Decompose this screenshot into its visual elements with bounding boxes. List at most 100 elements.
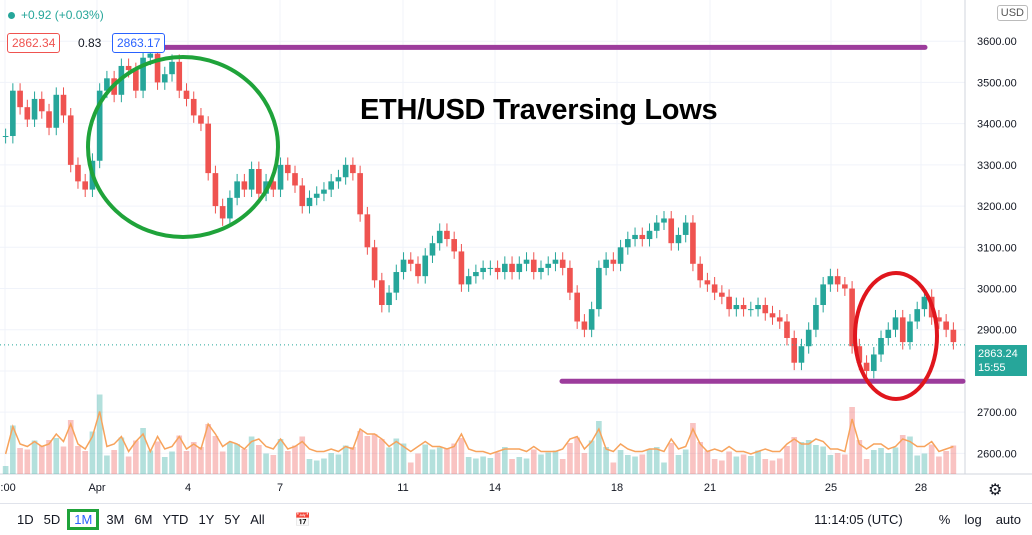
percent-toggle[interactable]: % (938, 512, 951, 527)
volume-bar (67, 420, 74, 474)
candle (248, 168, 255, 190)
volume-bar (653, 447, 660, 474)
y-tick-label: 3300.00 (977, 160, 1017, 172)
ask-price[interactable]: 2863.17 (112, 33, 166, 53)
volume-bar (313, 460, 320, 474)
candle (747, 309, 754, 311)
candle (502, 263, 508, 273)
log-toggle[interactable]: log (964, 512, 982, 527)
volume-bar (104, 455, 110, 474)
candle (545, 263, 552, 268)
date-range-calendar-icon[interactable]: 📅 (294, 511, 311, 527)
current-price-tag: 2863.24 15:55 (975, 345, 1027, 376)
range-all[interactable]: All (250, 512, 265, 527)
volume-bar (682, 449, 689, 474)
candle (646, 230, 653, 240)
volume-bar (154, 441, 161, 474)
volume-bar (545, 452, 552, 474)
volume-bar (639, 454, 646, 474)
candle (371, 247, 378, 281)
volume-bar (60, 446, 67, 474)
x-tick-label: 18 (611, 482, 623, 494)
y-tick-label: 2600.00 (977, 448, 1017, 460)
y-tick-label: 3200.00 (977, 201, 1017, 213)
candle (784, 321, 790, 338)
settings-gear-icon[interactable]: ⚙ (988, 482, 1003, 499)
x-tick-label: 11 (397, 482, 408, 494)
candle (205, 123, 212, 174)
volume-bar (96, 394, 103, 474)
volume-bar (776, 458, 783, 474)
volume-bar (899, 435, 906, 474)
volume-bar (856, 440, 863, 474)
volume-bar (422, 444, 429, 474)
range-6m[interactable]: 6M (134, 512, 153, 527)
candle (96, 90, 103, 161)
candle (711, 284, 718, 293)
volume-bar (31, 440, 38, 474)
candle (798, 346, 805, 363)
volume-bar (371, 434, 378, 474)
range-1y[interactable]: 1Y (198, 512, 215, 527)
volume-bar (198, 447, 204, 474)
volume-bar (328, 453, 335, 474)
volume-bar (125, 456, 132, 474)
y-tick-label: 2700.00 (977, 407, 1017, 419)
candle (407, 259, 414, 264)
volume-bar (386, 447, 392, 474)
y-tick-label: 2900.00 (977, 325, 1017, 337)
x-tick-label: 6:00 (0, 482, 16, 494)
volume-bar (769, 460, 776, 474)
candle (140, 57, 146, 91)
candle (342, 164, 349, 178)
volume-bar (704, 450, 711, 474)
candle (878, 337, 884, 355)
range-3m[interactable]: 3M (106, 512, 125, 527)
candle (38, 98, 45, 112)
volume-bar (675, 455, 682, 474)
volume-bar (726, 451, 732, 474)
volume-bar (798, 442, 805, 474)
range-1m[interactable]: 1M (67, 509, 100, 530)
candle (538, 267, 544, 273)
volume-bar (46, 440, 52, 474)
bid-price[interactable]: 2862.34 (7, 33, 61, 53)
candle (154, 53, 161, 83)
candle (169, 61, 175, 75)
volume-bar (878, 448, 884, 474)
candle (856, 346, 863, 363)
volume-bar (393, 438, 400, 474)
candle (480, 267, 486, 273)
range-1d[interactable]: 1D (17, 512, 34, 527)
volume-bar (747, 456, 754, 474)
price-chart[interactable]: 2600.002700.002800.002900.003000.003100.… (0, 0, 1032, 503)
volume-bar (885, 453, 892, 474)
candle (487, 267, 494, 269)
volume-bar (451, 443, 457, 474)
volume-bar (755, 450, 761, 474)
candle (306, 197, 313, 207)
candle (892, 317, 899, 330)
auto-toggle[interactable]: auto (995, 512, 1021, 527)
volume-bar (357, 431, 363, 474)
candle (299, 185, 306, 207)
volume-bar (784, 446, 790, 474)
candle (653, 222, 660, 231)
volume-bar (133, 440, 139, 474)
candle (284, 164, 291, 174)
range-5y[interactable]: 5Y (224, 512, 241, 527)
range-ytd[interactable]: YTD (162, 512, 189, 527)
range-5d[interactable]: 5D (43, 512, 61, 527)
candle (755, 305, 761, 310)
x-tick-label: 25 (825, 482, 837, 494)
candle (473, 272, 479, 277)
currency-selector[interactable]: USD (996, 5, 1028, 21)
volume-bar (400, 443, 407, 474)
volume-bar (791, 437, 798, 474)
candle (379, 280, 385, 306)
candle (60, 94, 67, 116)
volume-bar (480, 456, 486, 474)
candle (104, 78, 110, 91)
utc-clock[interactable]: 11:14:05 (UTC) (814, 512, 903, 527)
candle (53, 94, 60, 128)
